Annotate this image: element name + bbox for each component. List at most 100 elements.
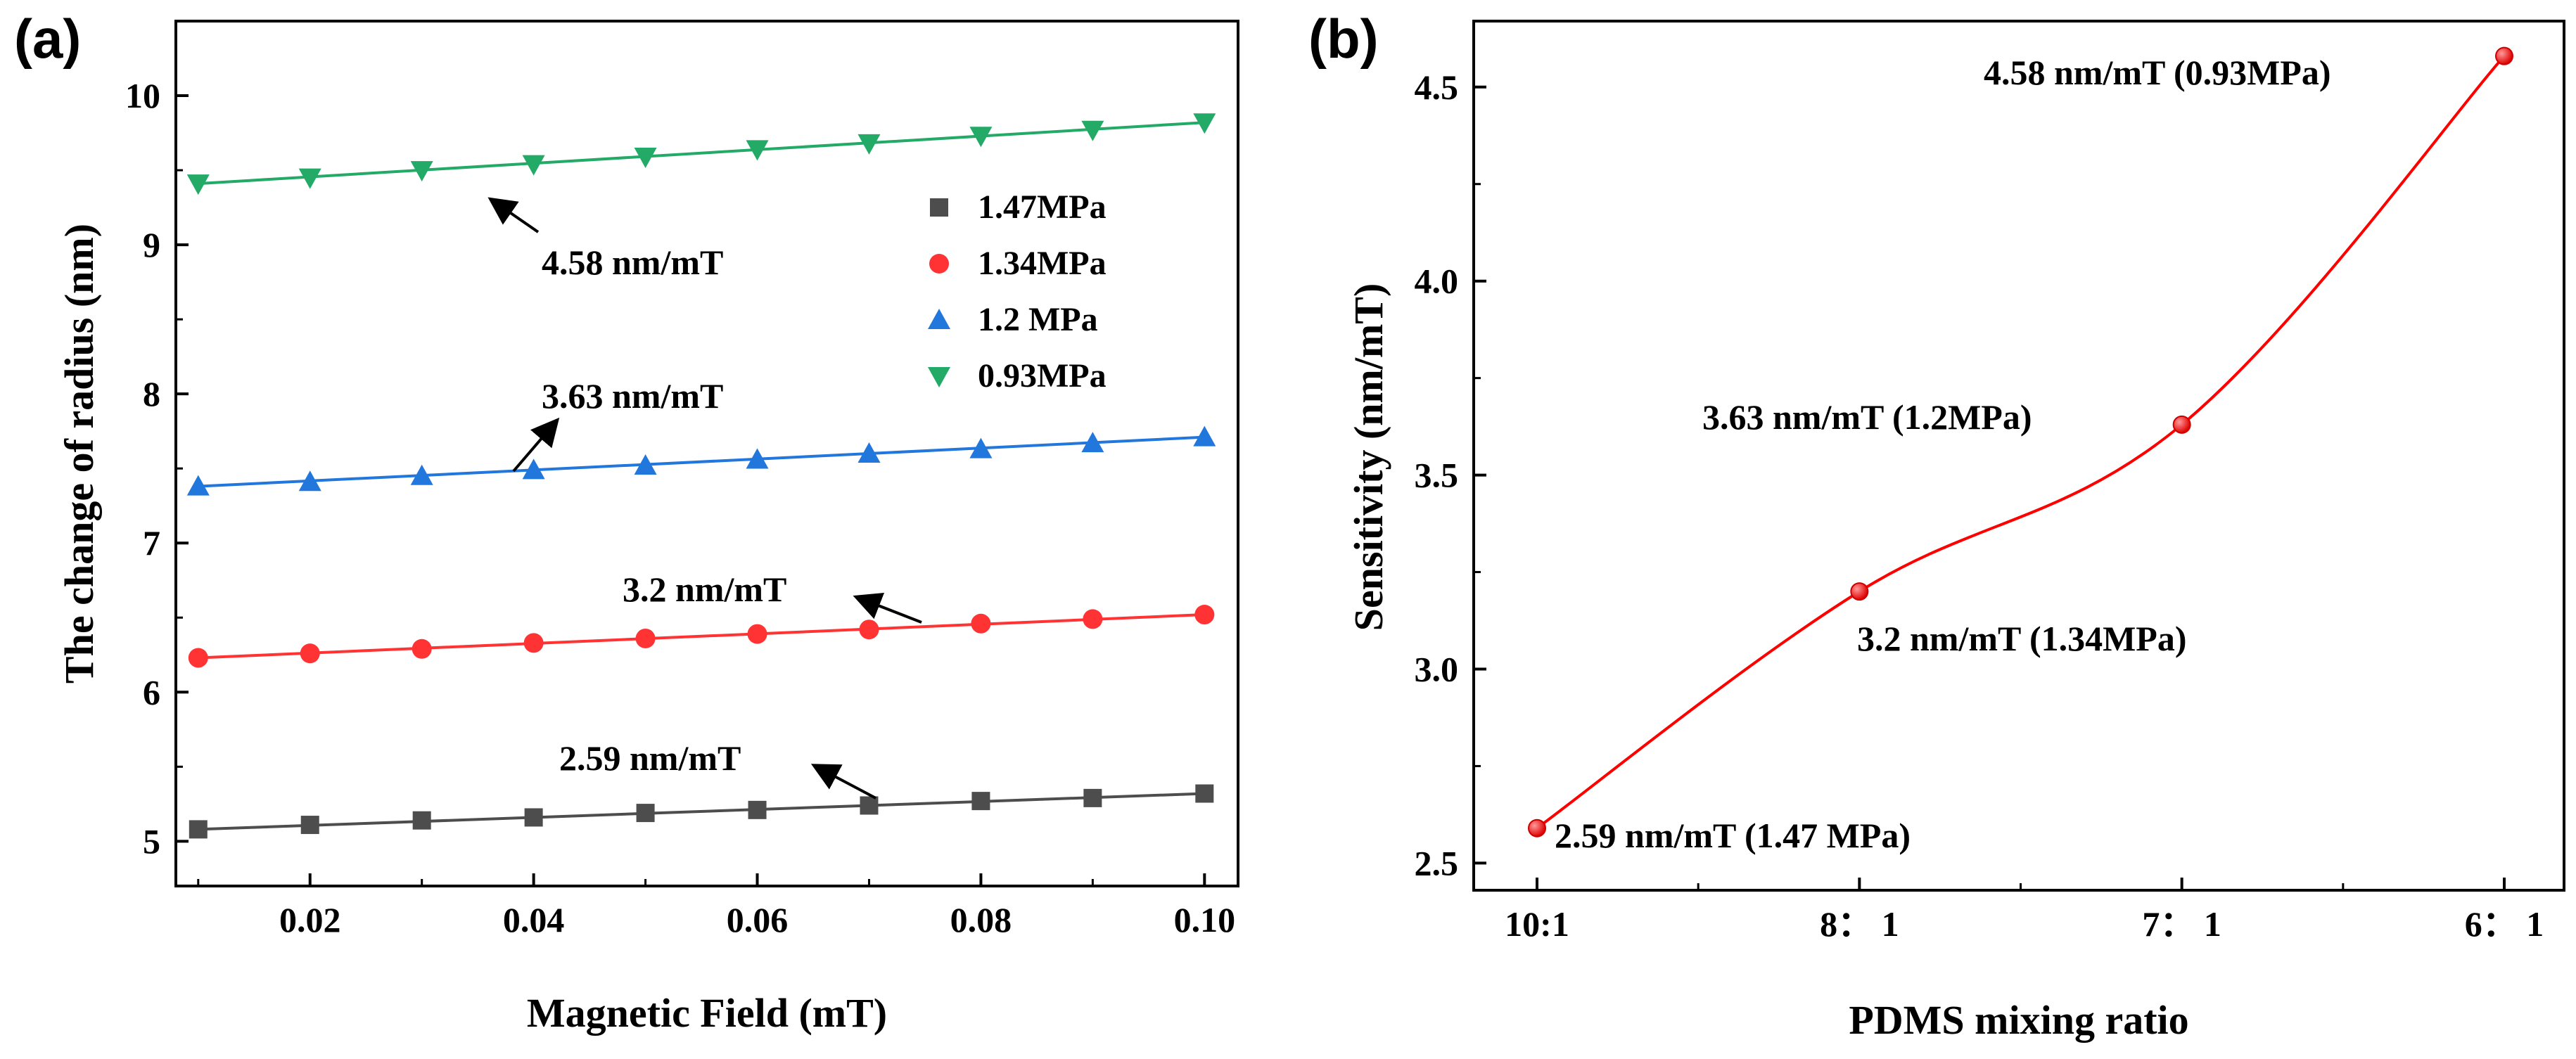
data-point-0.93MPa bbox=[634, 147, 657, 168]
panel-a-x-axis-title: Magnetic Field (mT) bbox=[527, 990, 887, 1036]
panel-a-legend: 1.47MPa 1.34MPa 1.2 MPa 0.93MPa bbox=[928, 188, 1107, 394]
data-point-1.2MPa bbox=[410, 464, 433, 485]
data-point-1.34MPa bbox=[523, 633, 544, 653]
fit-line-0.93MPa bbox=[198, 121, 1205, 186]
data-point-1.47MPa bbox=[971, 792, 990, 811]
legend-marker-0.93MPa bbox=[928, 367, 950, 387]
panel-b-y-ticks: 2.5 3.0 3.5 4.0 4.5 bbox=[1415, 68, 1486, 882]
data-point-1.2MPa bbox=[298, 470, 321, 492]
data-point-1.2MPa bbox=[186, 475, 210, 496]
legend-marker-1.2MPa bbox=[928, 309, 950, 329]
data-point-0.93MPa bbox=[186, 174, 210, 195]
panel-a-x-ticks: 0.02 0.04 0.06 0.08 0.10 bbox=[197, 873, 1236, 939]
legend-marker-1.34MPa bbox=[929, 254, 949, 274]
y-tick-label: 4.0 bbox=[1415, 262, 1459, 301]
x-tick-label: 10:1 bbox=[1505, 904, 1569, 944]
y-tick-label: 8 bbox=[143, 374, 160, 413]
panel-b-x-ticks: 10:1 8： 1 7： 1 6： 1 bbox=[1505, 878, 2544, 944]
data-point-1.2MPa bbox=[634, 454, 657, 475]
x-tick-label: 7： 1 bbox=[2142, 904, 2221, 944]
sensitivity-point bbox=[1850, 582, 1869, 601]
panel-b-plot-frame bbox=[1472, 20, 2565, 892]
annotation-text-3.2: 3.2 nm/mT bbox=[623, 570, 786, 609]
data-point-0.93MPa bbox=[746, 140, 769, 161]
data-point-1.47MPa bbox=[1083, 788, 1102, 807]
x-tick-label: 0.02 bbox=[279, 900, 341, 939]
data-point-1.34MPa bbox=[971, 613, 991, 634]
data-point-1.34MPa bbox=[635, 628, 656, 648]
annotation-arrow-2.59 bbox=[810, 764, 876, 800]
annotation-1.2MPa: 3.63 nm/mT bbox=[512, 376, 723, 473]
annotation-text-2.59: 2.59 nm/mT bbox=[559, 738, 741, 778]
panel-b-x-axis-title: PDMS mixing ratio bbox=[1849, 997, 2188, 1043]
data-point-0.93MPa bbox=[522, 155, 545, 176]
point-label-6-1: 4.58 nm/mT (0.93MPa) bbox=[1984, 53, 2330, 92]
y-tick-label: 7 bbox=[143, 523, 160, 563]
x-tick-label: 0.06 bbox=[727, 900, 789, 939]
data-point-1.34MPa bbox=[859, 620, 879, 640]
data-point-1.47MPa bbox=[748, 800, 767, 819]
fit-line-1.34MPa bbox=[198, 613, 1205, 660]
data-point-1.2MPa bbox=[1193, 425, 1216, 447]
data-point-1.47MPa bbox=[189, 820, 208, 839]
panel-a-label: (a) bbox=[14, 8, 81, 70]
data-point-1.47MPa bbox=[300, 816, 319, 835]
x-tick-label: 8： 1 bbox=[1820, 904, 1899, 944]
panel-b-y-axis-title: Sensitivity (nm/mT) bbox=[1346, 283, 1391, 631]
data-point-1.34MPa bbox=[188, 648, 208, 668]
data-point-1.2MPa bbox=[522, 458, 545, 480]
legend-label: 1.2 MPa bbox=[978, 301, 1098, 338]
sensitivity-point bbox=[2495, 46, 2513, 65]
panel-a-y-axis-title: The change of radius (nm) bbox=[56, 224, 102, 683]
y-tick-label: 6 bbox=[143, 672, 160, 712]
sensitivity-point bbox=[2172, 415, 2191, 434]
panel-a: (a) 0.02 0.04 0.06 0.08 0.10 5 6 7 8 9 10 4.58 nm… bbox=[14, 8, 1239, 1036]
data-point-1.34MPa bbox=[412, 638, 432, 659]
point-label-7-1: 3.63 nm/mT (1.2MPa) bbox=[1702, 397, 2032, 437]
fit-line-1.2MPa bbox=[198, 435, 1205, 488]
annotation-text-3.63: 3.63 nm/mT bbox=[542, 376, 723, 416]
panel-b-sensitivity-curve bbox=[1536, 55, 2506, 830]
annotation-arrow-3.63 bbox=[512, 417, 560, 473]
y-tick-label: 4.5 bbox=[1415, 68, 1459, 107]
x-tick-label: 6： 1 bbox=[2465, 904, 2544, 944]
data-point-0.93MPa bbox=[1081, 120, 1104, 141]
annotation-arrow-3.2 bbox=[853, 592, 922, 624]
y-tick-label: 3.5 bbox=[1415, 456, 1459, 495]
data-point-0.93MPa bbox=[1193, 113, 1216, 134]
panel-b-data-points bbox=[1528, 46, 2513, 837]
annotation-text-4.58: 4.58 nm/mT bbox=[542, 243, 723, 282]
data-point-0.93MPa bbox=[298, 168, 321, 189]
annotation-arrow-4.58 bbox=[487, 197, 540, 233]
panel-a-data-points bbox=[186, 113, 1216, 839]
data-point-1.47MPa bbox=[412, 811, 431, 830]
y-tick-label: 3.0 bbox=[1415, 649, 1459, 688]
x-tick-label: 0.08 bbox=[950, 900, 1012, 939]
annotation-1.47MPa: 2.59 nm/mT bbox=[559, 738, 876, 800]
y-tick-label: 2.5 bbox=[1415, 843, 1459, 882]
annotation-0.93MPa: 4.58 nm/mT bbox=[487, 197, 723, 282]
data-point-1.47MPa bbox=[524, 808, 543, 827]
x-tick-label: 0.10 bbox=[1174, 900, 1236, 939]
data-point-0.93MPa bbox=[969, 127, 993, 148]
data-point-1.34MPa bbox=[1083, 609, 1103, 629]
annotation-1.34MPa: 3.2 nm/mT bbox=[623, 570, 922, 624]
data-point-1.2MPa bbox=[746, 448, 769, 469]
data-point-1.47MPa bbox=[860, 796, 879, 815]
y-tick-label: 5 bbox=[143, 821, 160, 861]
panel-a-y-ticks: 5 6 7 8 9 10 bbox=[125, 76, 189, 861]
data-point-1.34MPa bbox=[300, 643, 320, 664]
data-point-1.2MPa bbox=[1081, 432, 1104, 453]
legend-label: 0.93MPa bbox=[978, 357, 1107, 394]
legend-label: 1.47MPa bbox=[978, 188, 1107, 226]
legend-label: 1.34MPa bbox=[978, 245, 1107, 282]
point-label-8-1: 3.2 nm/mT (1.34MPa) bbox=[1857, 619, 2186, 658]
y-tick-label: 9 bbox=[143, 225, 160, 264]
y-tick-label: 10 bbox=[125, 76, 160, 115]
panel-a-plot-frame bbox=[174, 20, 1239, 887]
data-point-0.93MPa bbox=[410, 161, 433, 182]
data-point-1.2MPa bbox=[969, 437, 993, 458]
data-point-1.34MPa bbox=[747, 624, 767, 644]
legend-marker-1.47MPa bbox=[930, 198, 948, 217]
